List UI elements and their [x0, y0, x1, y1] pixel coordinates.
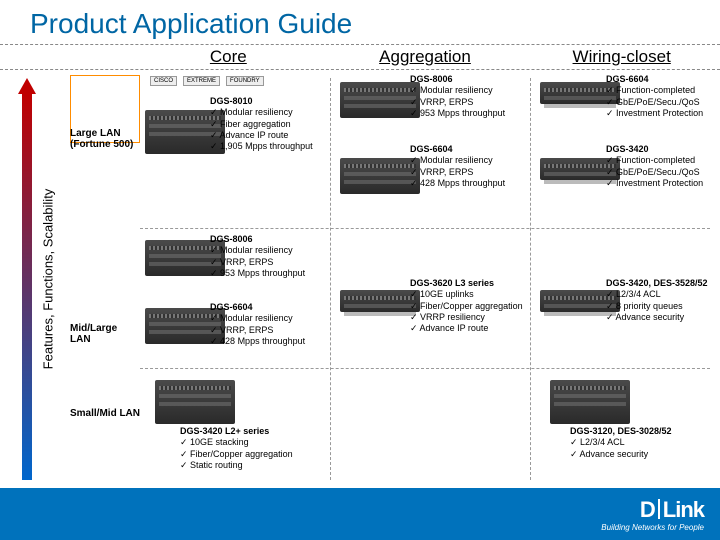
col-core: Core — [130, 45, 327, 69]
hline-1 — [140, 228, 710, 229]
row-large-label: Large LAN (Fortune 500) — [70, 128, 140, 150]
device-3620l3 — [340, 288, 420, 314]
row-smallmid-label: Small/Mid LAN — [70, 408, 140, 419]
row-midlarge-label: Mid/Large LAN — [70, 323, 140, 345]
cell-6604a: DGS-6604 Modular resiliencyVRRP, ERPS428… — [410, 144, 525, 189]
col-wiring: Wiring-closet — [523, 45, 720, 69]
cell-8006b: DGS-8006 Modular resiliencyVRRP, ERPS953… — [210, 234, 325, 279]
hline-2 — [140, 368, 710, 369]
product-grid: Features, Functions, Scalability CISCOEX… — [10, 78, 710, 480]
cell-3120: DGS-3120, DES-3028/52 L2/3/4 ACLAdvance … — [570, 426, 710, 460]
cell-6604b: DGS-6604 Modular resiliencyVRRP, ERPS428… — [210, 302, 325, 347]
device-8006a — [340, 80, 420, 120]
footer-bar: DLink Building Networks for People — [0, 488, 720, 540]
competitor-brands: CISCOEXTREMEFOUNDRY — [150, 76, 264, 86]
column-headers: Core Aggregation Wiring-closet — [0, 45, 720, 69]
device-6604a — [340, 156, 420, 196]
device-3120 — [550, 378, 630, 426]
cell-6604w: DGS-6604 Function-completedGbE/PoE/Secu.… — [606, 74, 720, 119]
vline-2 — [530, 78, 531, 480]
cell-3420l2: DGS-3420 L2+ series 10GE stackingFiber/C… — [180, 426, 340, 471]
y-axis-label: Features, Functions, Scalability — [41, 159, 56, 399]
col-aggregation: Aggregation — [327, 45, 524, 69]
page-title: Product Application Guide — [0, 0, 720, 44]
cell-8006a: DGS-8006 Modular resiliencyVRRP, ERPS953… — [410, 74, 525, 119]
cell-3420des: DGS-3420, DES-3528/52 L2/3/4 ACL8 priori… — [606, 278, 720, 323]
cell-3620l3: DGS-3620 L3 series 10GE uplinksFiber/Cop… — [410, 278, 530, 334]
scalability-arrow — [18, 78, 36, 480]
vline-1 — [330, 78, 331, 480]
divider-heads — [0, 69, 720, 70]
cell-8010: DGS-8010 Modular resiliencyFiber aggrega… — [210, 96, 325, 152]
device-3420l2 — [155, 378, 235, 426]
cell-3420w: DGS-3420 Function-completedGbE/PoE/Secu.… — [606, 144, 720, 189]
brand-logo: DLink Building Networks for People — [601, 497, 704, 532]
